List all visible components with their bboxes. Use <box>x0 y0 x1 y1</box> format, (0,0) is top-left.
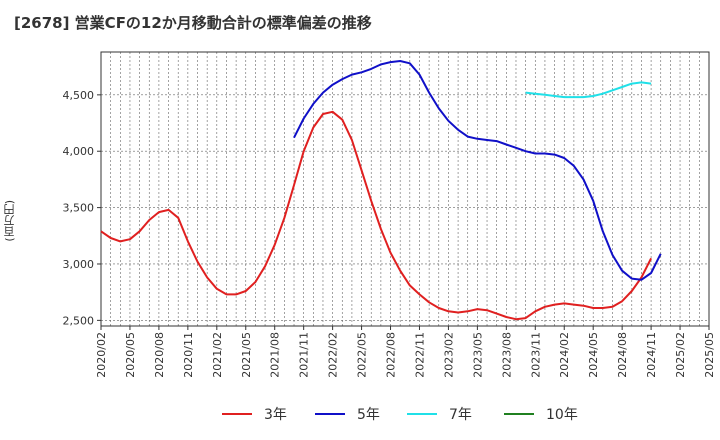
legend-label: 5年 <box>357 407 380 423</box>
series-lines <box>100 60 662 321</box>
y-tick-label: 4,000 <box>63 145 95 158</box>
x-tick-label: 2022/08 <box>385 332 398 378</box>
plot-frame <box>100 51 710 327</box>
x-tick-label: 2021/05 <box>240 332 253 378</box>
x-tick-label: 2022/02 <box>327 332 340 378</box>
x-tick-label: 2024/08 <box>616 332 629 378</box>
legend-label: 3年 <box>264 407 287 423</box>
x-tick-label: 2024/05 <box>587 332 600 378</box>
x-tick-label: 2020/11 <box>182 332 195 378</box>
y-axis-ticks: 2,500 3,000 3,500 4,000 4,500 <box>63 89 101 327</box>
y-tick-label: 3,500 <box>63 202 95 215</box>
x-tick-label: 2025/02 <box>674 332 687 378</box>
grid-lines <box>101 52 709 326</box>
x-tick-label: 2023/11 <box>529 332 542 378</box>
x-tick-label: 2022/05 <box>356 332 369 378</box>
legend-label: 7年 <box>449 407 472 423</box>
series-line-7年 <box>525 81 652 99</box>
x-tick-label: 2023/08 <box>500 332 513 378</box>
x-tick-label: 2020/05 <box>124 332 137 378</box>
x-tick-label: 2022/11 <box>413 332 426 378</box>
x-tick-label: 2021/08 <box>269 332 282 378</box>
y-tick-label: 3,000 <box>63 258 95 271</box>
x-axis-ticks: 2020/02 2020/05 2020/08 2020/11 2021/02 2021/… <box>95 326 716 378</box>
x-tick-label: 2025/05 <box>703 332 716 378</box>
series-line-3年 <box>100 110 652 321</box>
x-tick-label: 2020/02 <box>95 332 108 378</box>
y-tick-label: 4,500 <box>63 89 95 102</box>
x-tick-label: 2024/02 <box>558 332 571 378</box>
y-tick-label: 2,500 <box>63 314 95 327</box>
x-tick-label: 2021/02 <box>211 332 224 378</box>
x-tick-label: 2021/11 <box>298 332 311 378</box>
x-tick-label: 2023/05 <box>471 332 484 378</box>
x-tick-label: 2023/02 <box>442 332 455 378</box>
x-tick-label: 2020/08 <box>153 332 166 378</box>
legend-label: 10年 <box>546 407 578 423</box>
chart-title: [2678] 営業CFの12か月移動合計の標準偏差の推移 <box>14 14 372 32</box>
legend: 3年 5年 7年 10年 <box>222 407 578 423</box>
x-tick-label: 2024/11 <box>645 332 658 378</box>
series-line-5年 <box>293 60 662 281</box>
